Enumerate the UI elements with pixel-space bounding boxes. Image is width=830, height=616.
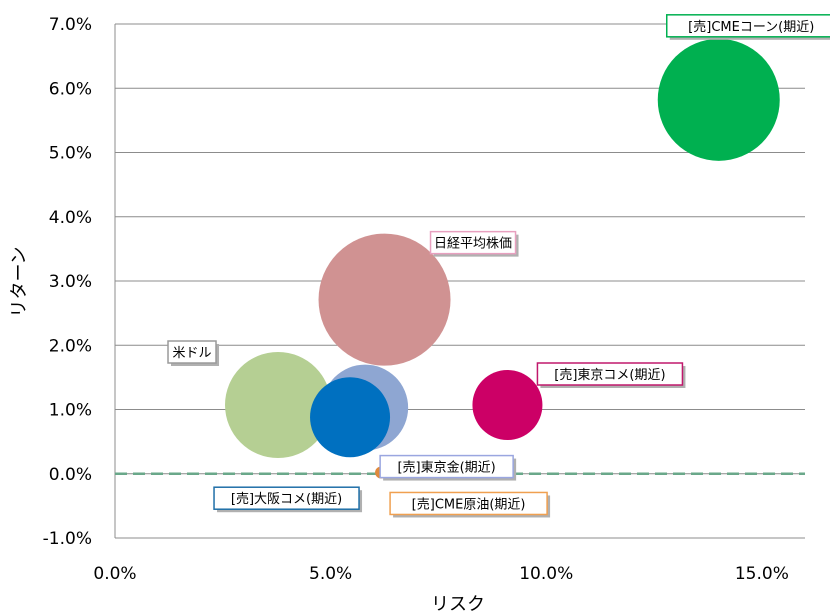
data-label: [売]CME原油(期近) xyxy=(389,491,551,518)
y-tick-label: 4.0% xyxy=(49,208,92,228)
data-label: [売]CMEコーン(期近) xyxy=(666,14,830,40)
x-axis-title: リスク xyxy=(431,594,485,615)
data-label: [売]東京金(期近) xyxy=(379,454,517,481)
y-tick-label: 0.0% xyxy=(49,465,92,485)
data-label-box xyxy=(213,486,360,510)
y-tick-label: 3.0% xyxy=(49,272,92,292)
data-label-text: [売]CMEコーン(期近) xyxy=(688,19,814,35)
y-axis-title: リターン xyxy=(9,246,30,317)
data-label-text: [売]東京金(期近) xyxy=(397,460,495,476)
data-label-text: 日経平均株価 xyxy=(434,237,512,252)
bubble xyxy=(657,38,780,161)
y-tick-label: 1.0% xyxy=(49,401,92,421)
y-tick-label: 7.0% xyxy=(49,15,92,35)
data-label: [売]大阪コメ(期近) xyxy=(213,486,363,513)
data-label-box xyxy=(379,454,514,479)
data-label-box xyxy=(536,362,684,386)
data-label-box xyxy=(167,340,217,364)
data-label-box xyxy=(666,14,830,38)
data-label-text: [売]大阪コメ(期近) xyxy=(231,491,342,507)
data-label-text: [売]CME原油(期近) xyxy=(412,496,526,512)
x-tick-label: 15.0% xyxy=(735,564,789,584)
data-labels: [売]CMEコーン(期近) 日経平均株価 [売]東京コメ(期近) 米ドル [売]東京金(… xyxy=(167,14,830,518)
bubble xyxy=(472,370,543,441)
data-label-box xyxy=(429,230,517,255)
bubble xyxy=(318,233,451,366)
y-tick-label: 2.0% xyxy=(49,336,92,356)
bubbles xyxy=(225,38,780,479)
x-tick-label: 10.0% xyxy=(519,564,573,584)
data-label: 米ドル xyxy=(167,340,220,367)
x-tick-labels: 0.0% 5.0% 10.0% 15.0% xyxy=(93,564,788,584)
y-tick-label: -1.0% xyxy=(43,529,92,549)
data-label-text: [売]東京コメ(期近) xyxy=(554,367,665,383)
y-tick-label: 6.0% xyxy=(49,79,92,99)
y-tick-label: 5.0% xyxy=(49,144,92,164)
data-label-text: 米ドル xyxy=(173,346,212,361)
x-tick-label: 5.0% xyxy=(309,564,352,584)
bubble xyxy=(310,377,391,458)
data-label: 日経平均株価 xyxy=(429,230,519,257)
y-tick-labels: -1.0% 0.0% 1.0% 2.0% 3.0% 4.0% 5.0% 6.0% 7.0% xyxy=(43,15,92,549)
data-label-box xyxy=(389,491,548,516)
x-tick-label: 0.0% xyxy=(93,564,136,584)
bubble xyxy=(225,352,332,459)
data-label: [売]東京コメ(期近) xyxy=(536,362,686,389)
